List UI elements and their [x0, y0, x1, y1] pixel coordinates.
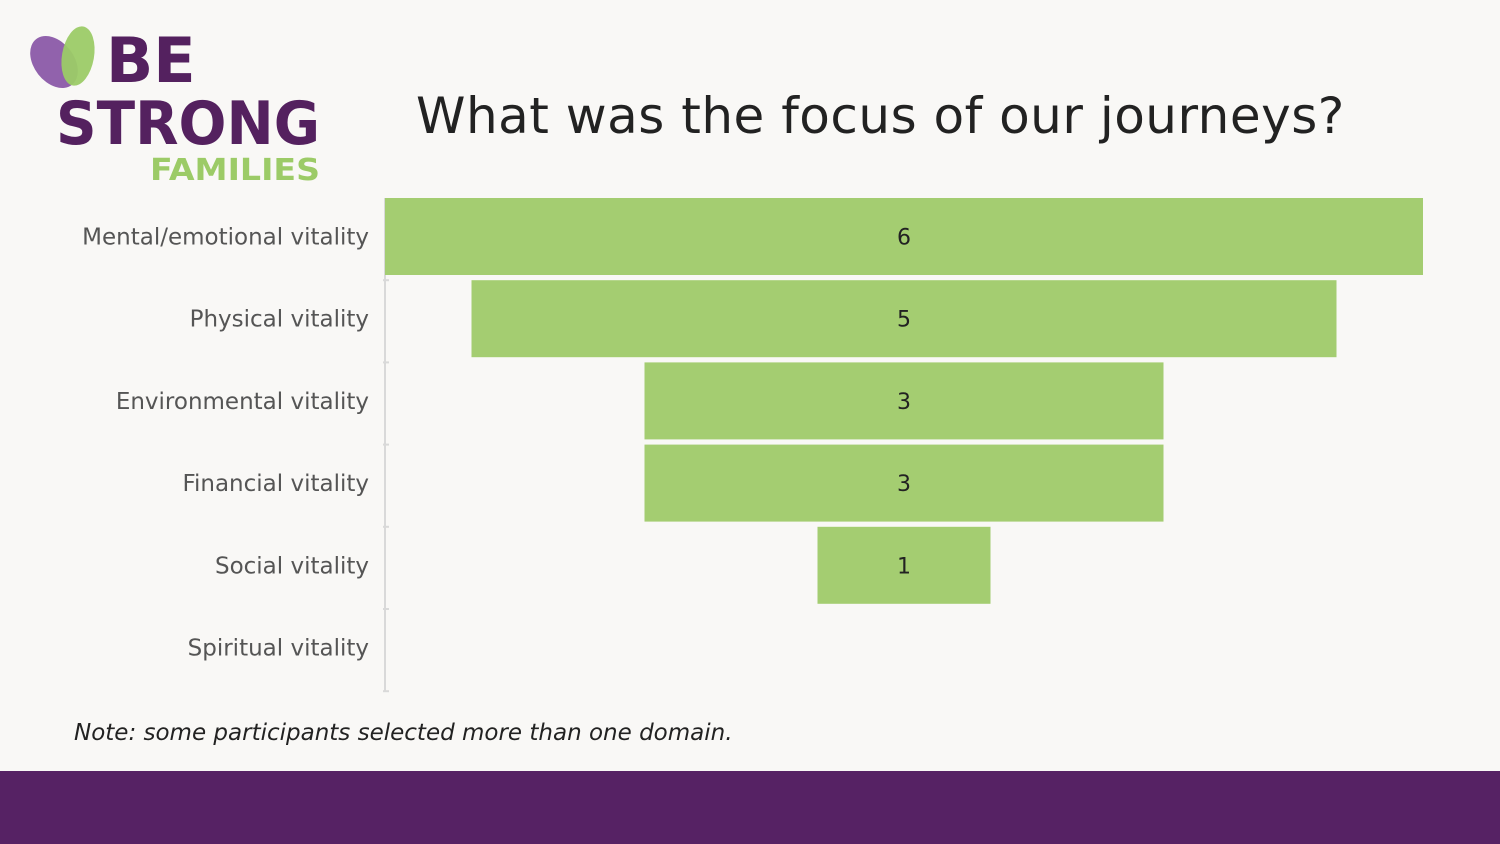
logo-green-wing-icon	[61, 26, 95, 86]
category-label: Mental/emotional vitality	[82, 225, 369, 251]
logo-families-text: FAMILIES	[150, 153, 320, 188]
data-label: 6	[897, 226, 911, 251]
logo-be-text: BE	[106, 24, 196, 97]
be-strong-families-logo: BE STRONG FAMILIES	[26, 20, 326, 190]
funnel-chart-svg: Mental/emotional vitality 6 Physical vital…	[82, 198, 1423, 693]
category-label: Environmental vitality	[116, 389, 369, 415]
category-label: Social vitality	[215, 553, 369, 579]
funnel-bar	[644, 444, 1164, 522]
funnel-bar	[471, 280, 1337, 358]
data-label: 3	[897, 472, 911, 497]
slide-title: What was the focus of our journeys?	[416, 87, 1345, 145]
logo-strong-text: STRONG	[56, 89, 320, 159]
data-label: 3	[897, 390, 911, 415]
footnote: Note: some participants selected more th…	[74, 720, 733, 746]
funnel-bar	[644, 362, 1164, 440]
funnel-chart: Mental/emotional vitality 6 Physical vital…	[0, 190, 1500, 700]
funnel-bar	[817, 526, 991, 604]
data-label: 5	[897, 308, 911, 333]
data-label: 1	[897, 554, 911, 579]
category-label: Physical vitality	[190, 307, 369, 333]
funnel-bar	[385, 198, 1423, 275]
footer-bar	[0, 771, 1500, 844]
logo-graphic: BE STRONG FAMILIES	[30, 24, 320, 188]
category-label: Spiritual vitality	[188, 636, 369, 662]
category-label: Financial vitality	[182, 471, 369, 497]
